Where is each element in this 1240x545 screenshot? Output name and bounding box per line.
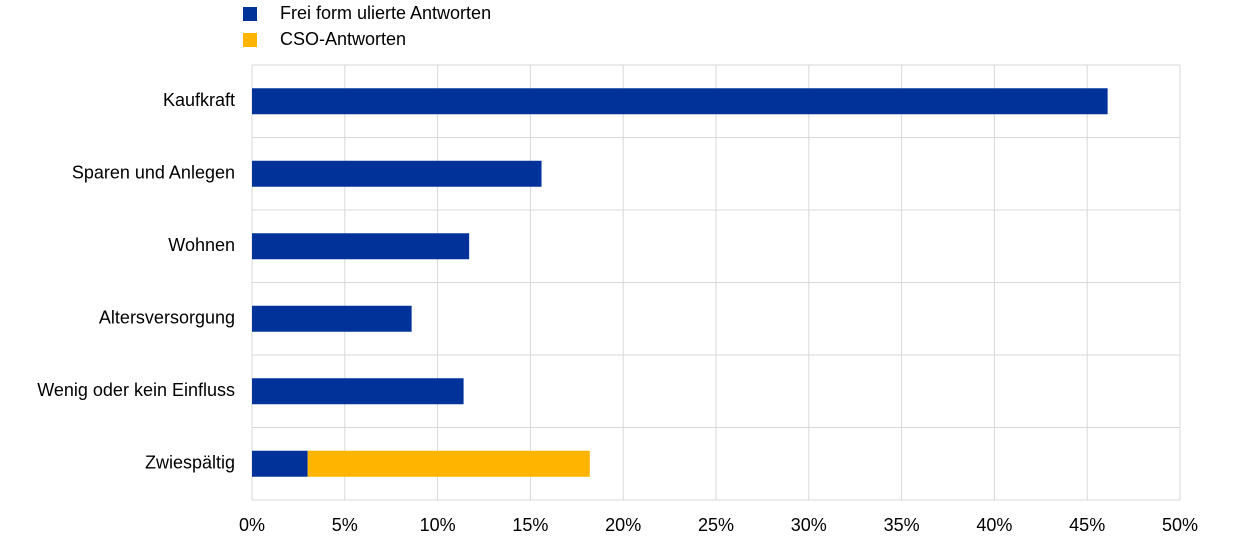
legend-label: CSO-Antworten xyxy=(280,29,406,49)
bar xyxy=(252,88,1108,115)
y-tick-label: Sparen und Anlegen xyxy=(72,163,235,183)
legend-label: Frei form ulierte Antworten xyxy=(280,3,491,23)
x-tick-label: 25% xyxy=(698,515,734,535)
x-tick-label: 20% xyxy=(605,515,641,535)
legend-swatch xyxy=(243,33,257,47)
bar xyxy=(252,160,542,187)
x-tick-label: 35% xyxy=(884,515,920,535)
x-tick-label: 5% xyxy=(332,515,358,535)
x-tick-label: 0% xyxy=(239,515,265,535)
y-tick-label: Wohnen xyxy=(168,235,235,255)
y-tick-label: Kaufkraft xyxy=(163,90,235,110)
y-tick-label: Zwiespältig xyxy=(145,453,235,473)
x-tick-label: 30% xyxy=(791,515,827,535)
bar xyxy=(252,378,464,405)
y-tick-label: Wenig oder kein Einfluss xyxy=(37,380,235,400)
x-tick-label: 45% xyxy=(1069,515,1105,535)
y-tick-label: Altersversorgung xyxy=(99,308,235,328)
x-tick-label: 15% xyxy=(512,515,548,535)
bar xyxy=(252,233,470,260)
bar xyxy=(252,450,308,477)
bar xyxy=(252,305,412,332)
x-tick-label: 50% xyxy=(1162,515,1198,535)
bar xyxy=(307,450,590,477)
x-tick-label: 10% xyxy=(420,515,456,535)
legend-swatch xyxy=(243,7,257,21)
x-tick-label: 40% xyxy=(976,515,1012,535)
